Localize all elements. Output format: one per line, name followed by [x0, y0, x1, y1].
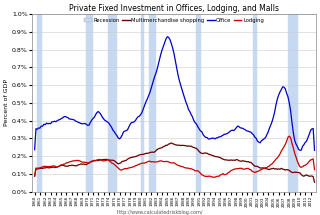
- Legend: Recession, Multimerchandise shopping, Office, Lodging: Recession, Multimerchandise shopping, Of…: [83, 17, 265, 24]
- Text: http://www.calculatedriskblog.com/: http://www.calculatedriskblog.com/: [117, 210, 203, 215]
- Bar: [37, 14, 41, 192]
- Bar: [253, 14, 256, 192]
- Bar: [108, 14, 116, 192]
- Title: Private Fixed Investment in Offices, Lodging, and Malls: Private Fixed Investment in Offices, Lod…: [69, 4, 279, 13]
- Bar: [196, 14, 200, 192]
- Bar: [141, 14, 143, 192]
- Bar: [288, 14, 297, 192]
- Bar: [86, 14, 92, 192]
- Y-axis label: Percent of GDP: Percent of GDP: [4, 79, 9, 126]
- Bar: [149, 14, 155, 192]
